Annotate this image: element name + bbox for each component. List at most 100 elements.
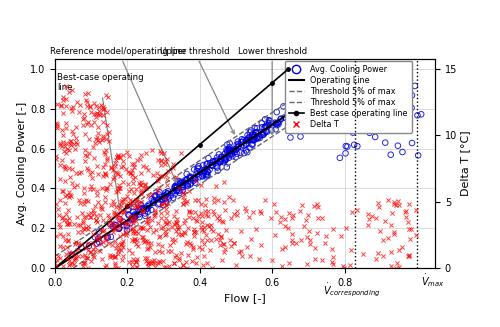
Point [126,221,134,226]
Point [377,111,385,116]
Point [77,245,85,250]
Point [108,202,116,208]
Point [61,166,69,171]
Point [200,208,208,214]
Point [124,181,132,186]
Point [272,121,280,126]
Point [114,152,122,158]
Point [104,232,112,237]
Point [146,259,154,264]
Point [371,134,379,140]
Point [92,137,100,142]
Point [87,183,95,189]
Point [130,239,138,244]
Point [111,254,119,260]
Point [272,127,280,132]
Point [151,264,159,269]
Point [337,124,345,129]
Point [85,136,93,142]
Point [122,228,130,233]
Point [132,238,140,243]
Point [66,250,74,255]
Point [204,169,212,175]
Point [80,201,88,206]
Point [199,263,207,268]
Point [226,237,234,243]
Point [74,229,82,234]
Point [275,120,283,125]
Point [93,193,101,198]
Point [172,189,180,194]
Point [218,233,226,238]
Point [218,154,226,159]
Point [94,131,102,136]
Point [193,219,201,224]
Point [106,165,114,170]
Point [84,120,92,125]
Point [150,229,158,234]
Point [155,249,163,254]
Point [378,237,386,242]
Point [164,169,172,174]
Point [239,138,247,143]
Point [102,136,110,141]
Point [72,135,80,141]
Point [340,265,348,270]
Point [232,147,240,152]
Point [84,168,92,173]
Point [248,136,256,142]
Point [328,260,336,265]
Point [353,86,361,92]
Point [101,195,109,200]
Point [180,191,188,197]
Point [71,255,79,260]
Point [52,260,60,265]
Point [72,170,80,176]
Point [240,143,248,148]
Point [106,181,114,186]
Point [198,219,206,225]
Point [92,213,100,218]
Point [186,174,194,179]
Point [376,228,384,233]
Point [372,256,380,261]
Point [52,202,60,207]
Point [204,223,212,228]
Point [152,227,160,232]
Point [285,261,293,266]
Point [97,102,105,108]
Point [230,147,237,152]
Point [173,187,181,193]
Point [182,231,190,236]
Point [225,195,233,200]
Point [108,220,116,225]
Point [238,228,246,233]
Point [222,157,230,163]
Point [136,156,143,162]
Point [200,168,208,173]
Point [262,124,270,129]
Point [272,123,280,128]
Point [250,134,258,139]
Point [162,172,170,177]
Point [112,246,120,251]
Point [288,238,296,243]
Point [132,259,140,264]
Point [163,221,171,226]
Point [62,120,70,126]
Point [102,157,110,163]
Point [174,181,182,186]
Point [110,198,118,204]
Point [125,213,133,218]
Point [184,181,192,186]
Point [123,228,131,233]
Point [232,154,240,160]
Point [242,205,250,210]
Point [274,122,282,127]
Point [139,206,147,211]
Point [98,227,106,232]
Point [289,109,297,114]
Point [80,112,88,117]
Point [402,208,410,214]
Point [99,120,107,125]
